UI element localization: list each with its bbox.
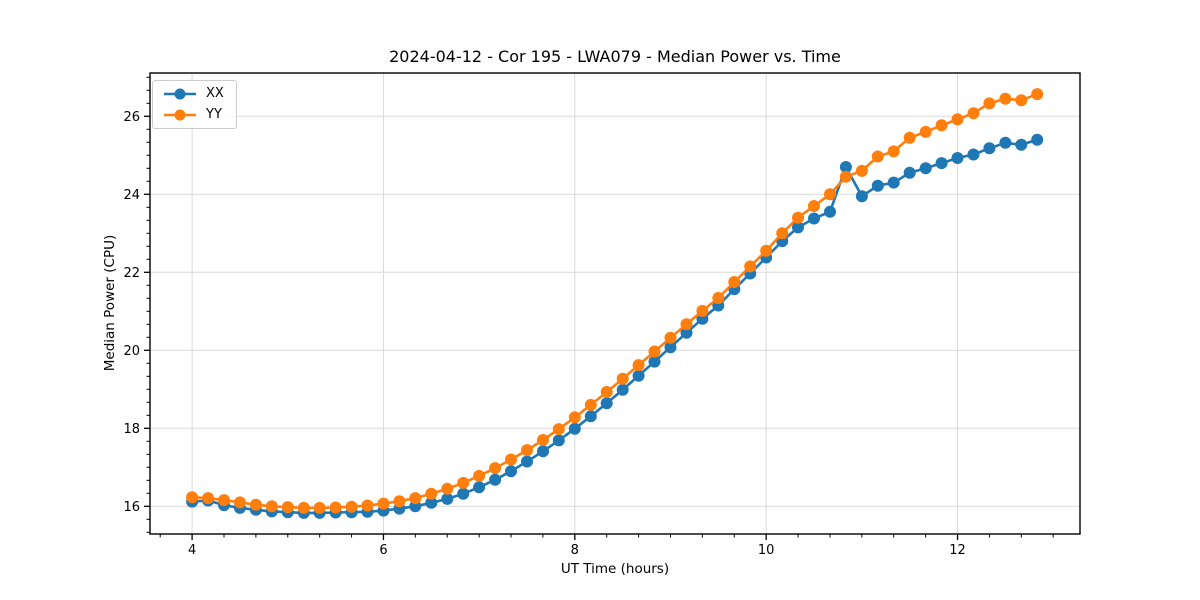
series-xx-markers <box>186 133 1044 519</box>
svg-text:6: 6 <box>379 543 387 558</box>
series-xx-line <box>192 138 1038 515</box>
series-yy-line <box>192 92 1038 510</box>
legend: XX YY <box>152 80 237 129</box>
svg-text:8: 8 <box>571 543 579 558</box>
legend-line-sample-yy <box>164 109 196 121</box>
legend-line-sample-xx <box>164 88 196 100</box>
axis-ticks <box>144 76 1054 540</box>
tick-labels: 4 6 8 10 12 16 18 20 22 24 26 <box>123 110 965 558</box>
svg-text:4: 4 <box>188 543 196 558</box>
series-yy-markers <box>186 88 1044 514</box>
legend-label-xx: XX <box>206 86 224 101</box>
legend-item-yy: YY <box>162 108 224 122</box>
legend-label-yy: YY <box>206 107 222 122</box>
svg-text:10: 10 <box>758 543 775 558</box>
svg-text:20: 20 <box>123 344 140 359</box>
x-axis-label: UT Time (hours) <box>560 561 670 577</box>
legend-item-xx: XX <box>162 87 224 101</box>
svg-text:24: 24 <box>123 188 140 203</box>
svg-text:22: 22 <box>123 266 140 281</box>
svg-text:26: 26 <box>123 110 140 125</box>
gridlines <box>150 73 1080 534</box>
svg-text:16: 16 <box>123 500 140 515</box>
y-axis-label: Median Power (CPU) <box>102 234 118 372</box>
axes-spines <box>149 72 1081 535</box>
svg-text:12: 12 <box>949 543 966 558</box>
chart-title: 2024-04-12 - Cor 195 - LWA079 - Median P… <box>389 47 841 66</box>
svg-text:18: 18 <box>123 422 140 437</box>
